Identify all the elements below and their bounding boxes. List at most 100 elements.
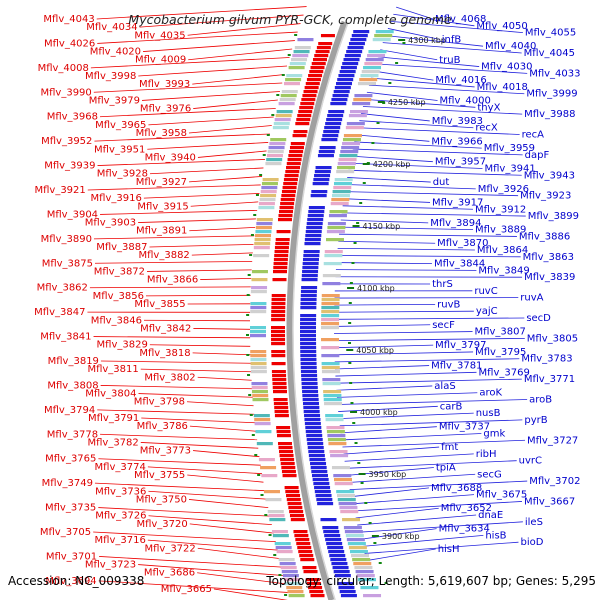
cog-feature [251, 278, 268, 282]
cog-feature [324, 250, 343, 254]
forward-gene [299, 554, 314, 558]
forward-gene [284, 174, 299, 178]
gene-label: Mflv_3943 [524, 170, 575, 181]
reverse-gene [305, 230, 322, 234]
cog-feature [254, 238, 271, 242]
label-connector [100, 210, 258, 215]
cog-feature [322, 274, 341, 278]
gene-label: Mflv_3795 [475, 347, 526, 358]
label-connector [98, 507, 271, 517]
cog-feature [250, 334, 267, 338]
cog-feature [354, 94, 373, 98]
gene-label: Mflv_3904 [47, 209, 98, 220]
forward-gene [318, 42, 333, 46]
reverse-gene [303, 250, 320, 254]
label-connector [193, 450, 260, 458]
gene-label: secG [477, 469, 502, 480]
label-connector [336, 255, 521, 258]
gene-label: ileS [525, 517, 543, 528]
label-connector [138, 564, 285, 576]
label-connector [334, 337, 525, 342]
gene-label: Mflv_4043 [43, 14, 94, 25]
reverse-gene [314, 486, 331, 490]
label-connector [93, 531, 276, 543]
label-connector [147, 142, 269, 150]
cog-feature [333, 478, 352, 482]
forward-gene [286, 162, 301, 166]
forward-gene [304, 86, 319, 90]
cog-feature [252, 394, 269, 398]
label-connector [339, 233, 517, 237]
forward-gene [279, 454, 294, 458]
cog-feature [297, 38, 314, 42]
forward-gene [273, 398, 288, 402]
label-connector [366, 91, 438, 101]
cog-feature [258, 458, 275, 462]
forward-gene [302, 94, 317, 98]
backbone-highlight [292, 21, 349, 600]
reverse-gene [302, 270, 319, 274]
cog-feature [334, 178, 353, 182]
tick-dot [388, 82, 392, 84]
gene-label: Mflv_3804 [85, 389, 136, 400]
gene-label: Mflv_3807 [475, 327, 526, 338]
gene-label: Mflv_4020 [90, 47, 141, 58]
cog-feature [281, 570, 298, 574]
forward-gene [296, 542, 311, 546]
reverse-gene [300, 294, 317, 298]
forward-gene [273, 402, 288, 406]
cog-feature [342, 138, 361, 142]
cog-feature [338, 158, 357, 162]
cog-feature [375, 30, 394, 34]
cog-feature [250, 330, 266, 334]
reverse-gene [318, 150, 335, 154]
label-connector [357, 514, 477, 526]
reverse-gene [311, 470, 328, 474]
reverse-gene [300, 298, 317, 302]
reverse-gene [306, 438, 323, 442]
gene-label: Mflv_3928 [97, 169, 148, 180]
gene-label: Mflv_3864 [477, 245, 528, 256]
reverse-gene [326, 118, 343, 122]
cog-feature [336, 170, 355, 174]
forward-gene [276, 230, 291, 234]
reverse-gene [350, 38, 367, 42]
reverse-gene [308, 210, 325, 214]
cog-feature [342, 518, 361, 522]
label-connector [396, 6, 434, 20]
cog-feature [327, 226, 346, 230]
reverse-gene [301, 374, 318, 378]
label-connector [341, 212, 526, 217]
label-connector [189, 176, 263, 183]
cog-feature [372, 38, 391, 42]
tick-dot [276, 94, 280, 96]
forward-gene [316, 46, 331, 50]
cog-feature [256, 222, 273, 226]
cog-feature [345, 534, 364, 538]
reverse-gene [302, 390, 319, 394]
gene-label: Mflv_3846 [91, 315, 142, 326]
forward-gene [280, 462, 295, 466]
forward-gene [294, 534, 309, 538]
tick-dot [362, 182, 366, 184]
tick-dot [246, 354, 250, 356]
cog-feature [321, 326, 340, 330]
label-connector [366, 548, 436, 561]
label-connector [355, 134, 430, 142]
gene-label: uvrC [519, 456, 542, 467]
reverse-gene [307, 446, 324, 450]
gene-label: dnaE [478, 510, 503, 521]
reverse-gene [337, 582, 354, 586]
label-connector [98, 458, 261, 466]
cog-feature [252, 398, 269, 402]
reverse-gene [306, 434, 323, 438]
forward-gene [273, 262, 288, 266]
reverse-gene [301, 274, 318, 278]
forward-gene [314, 54, 329, 58]
cog-feature [321, 306, 340, 310]
label-connector [189, 523, 274, 534]
reverse-gene [351, 34, 368, 38]
label-connector [138, 65, 288, 77]
label-connector [340, 219, 429, 224]
kbp-tick-label: 4000 kbp [360, 408, 398, 417]
